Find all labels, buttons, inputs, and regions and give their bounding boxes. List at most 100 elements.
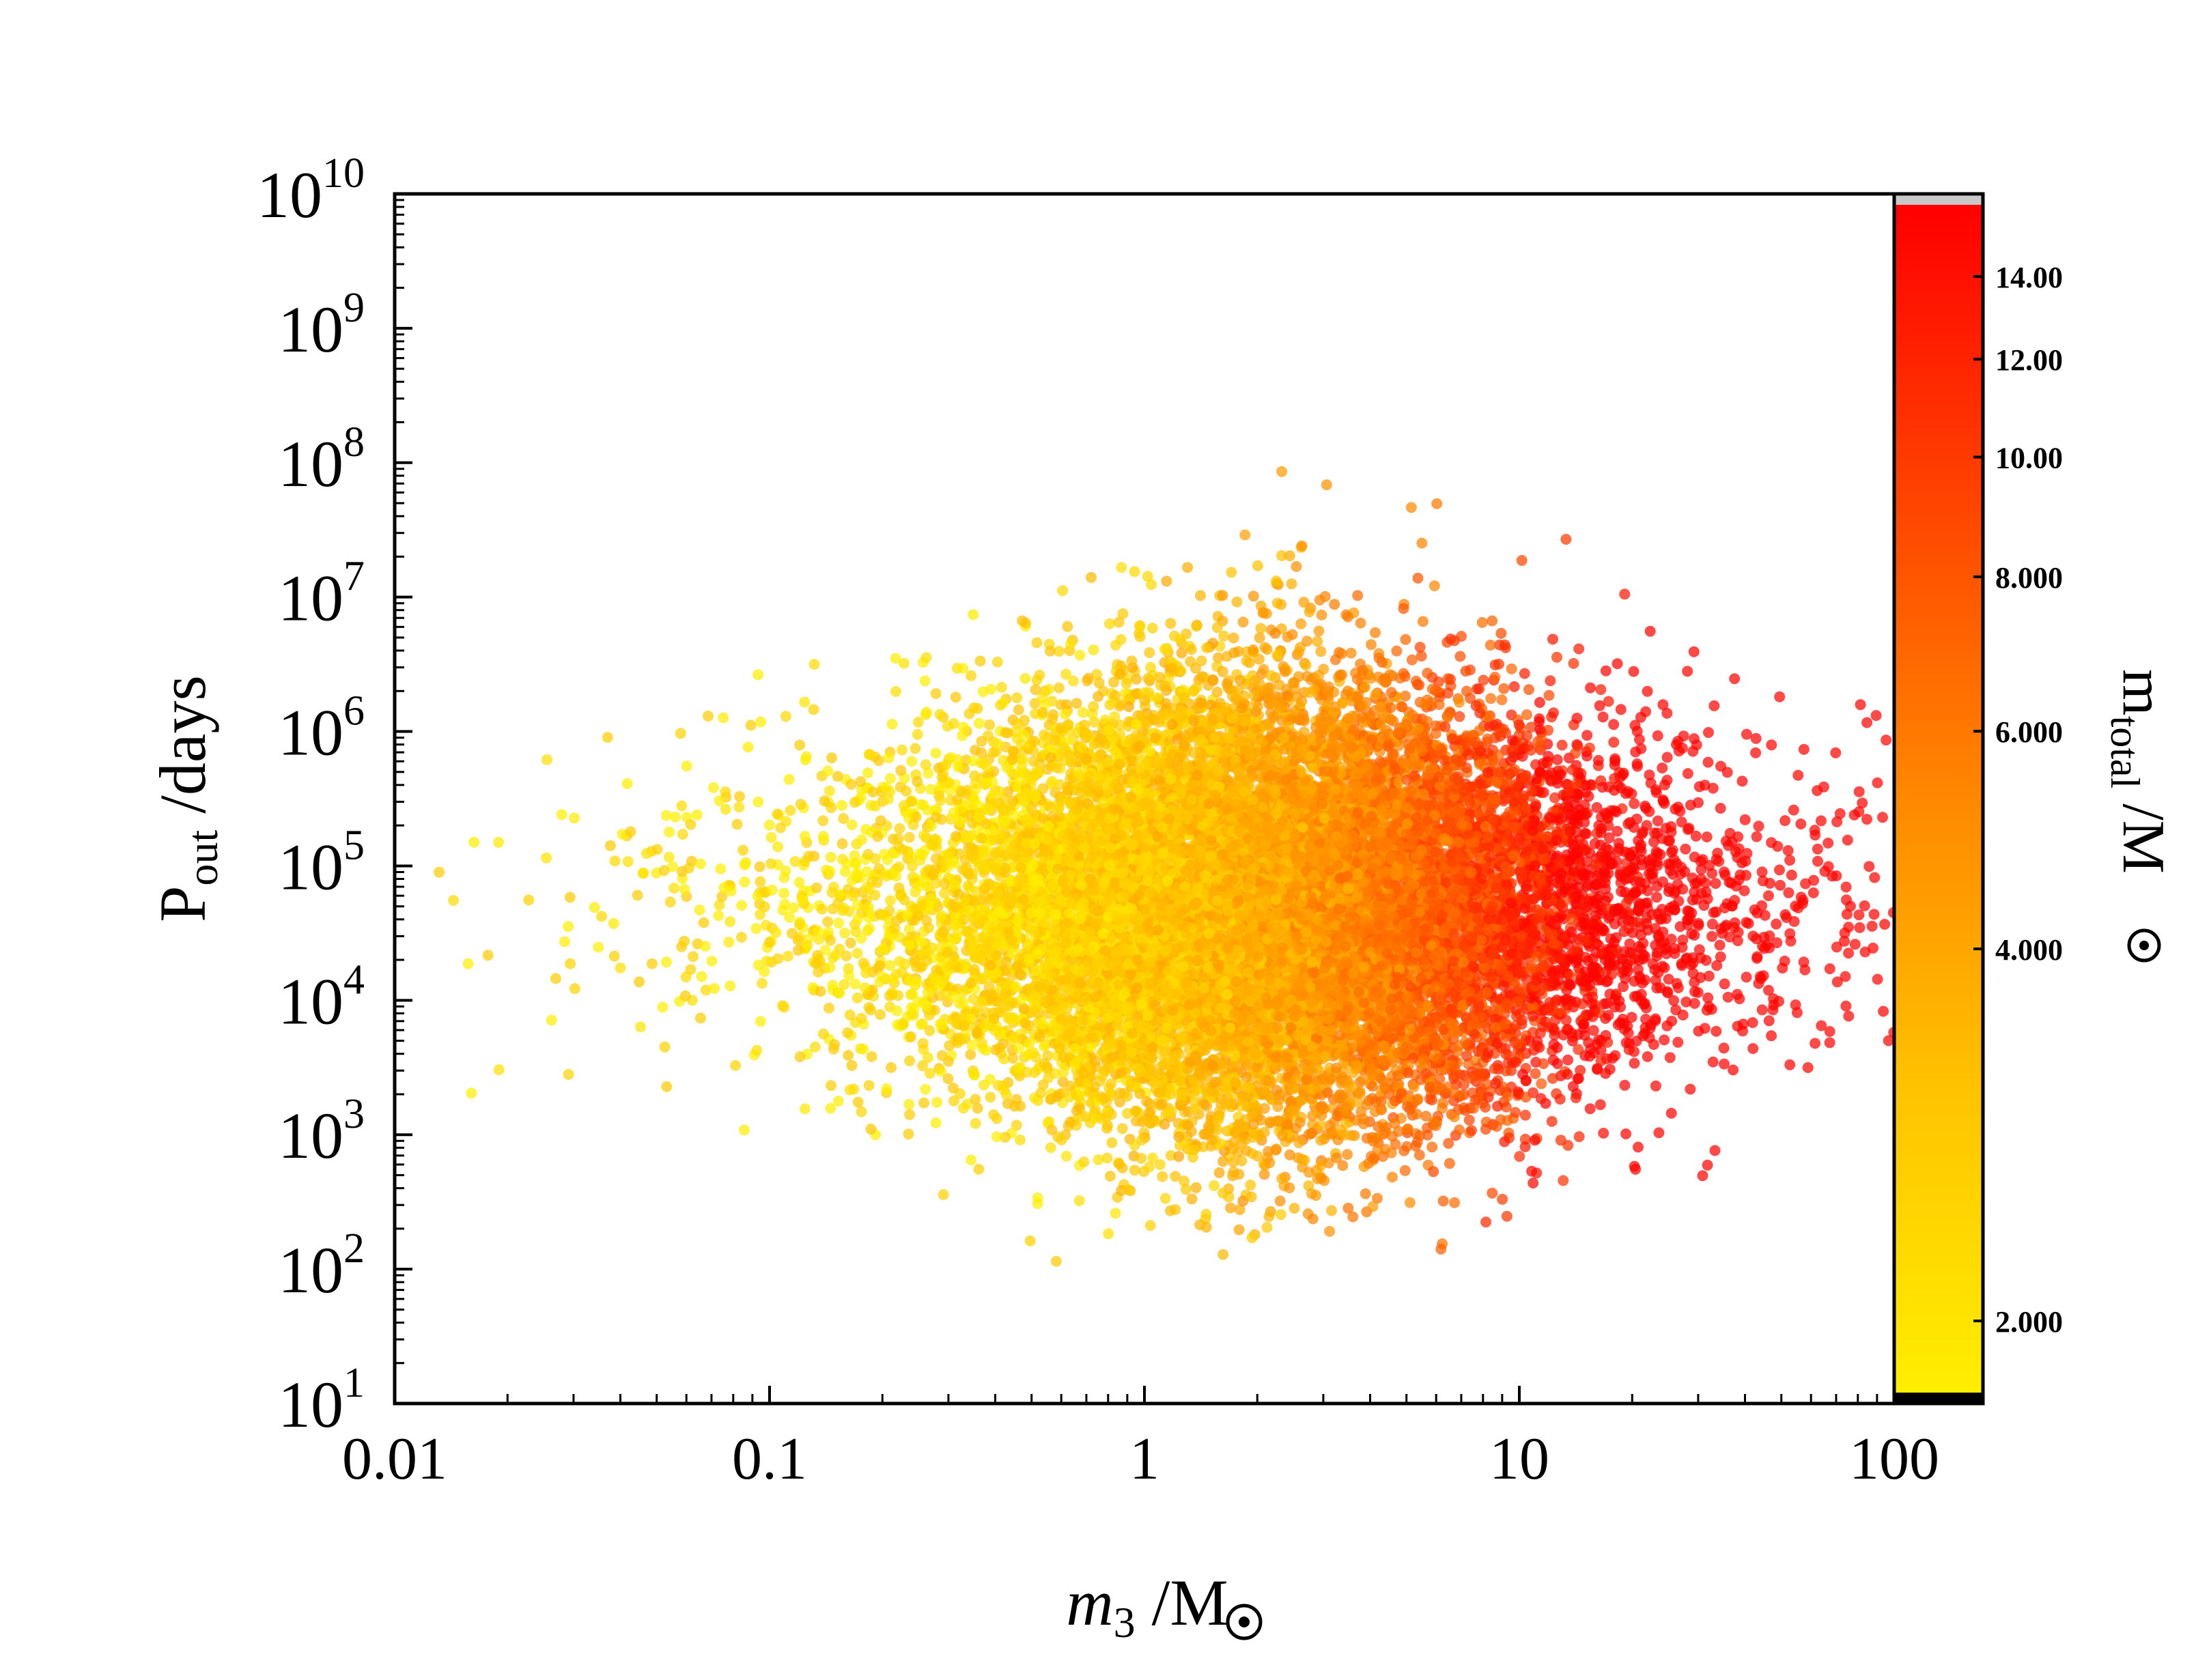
scatter-point: [973, 1163, 985, 1175]
scatter-point: [563, 921, 574, 932]
scatter-point: [1584, 1103, 1596, 1115]
scatter-point: [1562, 1054, 1574, 1066]
scatter-point: [1816, 815, 1827, 827]
scatter-point: [784, 911, 796, 923]
scatter-point: [1790, 999, 1801, 1010]
scatter-point: [556, 809, 567, 821]
scatter-point: [608, 917, 619, 929]
scatter-point: [1697, 1170, 1708, 1182]
scatter-point: [1454, 696, 1465, 708]
scatter-point: [1129, 566, 1140, 578]
scatter-point: [822, 916, 834, 928]
scatter-point: [1154, 1159, 1166, 1170]
scatter-point: [839, 927, 851, 939]
scatter-point: [745, 720, 757, 731]
scatter-point: [1810, 1038, 1821, 1049]
scatter-point: [780, 711, 791, 722]
scatter-point: [660, 810, 672, 821]
scatter-point: [965, 1049, 976, 1060]
scatter-point: [1129, 1165, 1140, 1176]
scatter-point: [714, 899, 725, 911]
scatter-point: [1853, 786, 1865, 797]
scatter-point: [1519, 668, 1530, 679]
scatter-point: [1661, 752, 1673, 763]
scatter-point: [1618, 981, 1629, 993]
scatter-point: [1722, 991, 1734, 1003]
scatter-point: [713, 910, 724, 922]
scatter-point: [1355, 617, 1366, 629]
scatter-point: [1750, 747, 1762, 758]
scatter-point: [1370, 627, 1381, 638]
scatter-point: [1657, 699, 1669, 711]
scatter-point: [856, 1106, 867, 1117]
scatter-point: [1554, 1094, 1566, 1105]
scatter-point: [1543, 724, 1554, 736]
scatter-point: [1672, 1036, 1684, 1048]
scatter-point: [1710, 878, 1721, 889]
scatter-point: [1228, 632, 1239, 644]
scatter-point: [1209, 1180, 1220, 1191]
scatter-point: [794, 739, 806, 751]
scatter-point: [1144, 1220, 1156, 1231]
scatter-point: [1062, 621, 1073, 632]
scatter-point: [632, 889, 643, 901]
scatter-point: [1872, 777, 1883, 788]
scatter-point: [917, 1060, 929, 1072]
scatter-point: [836, 799, 847, 811]
scatter-point: [1560, 1014, 1572, 1026]
scatter-point: [1831, 976, 1843, 988]
scatter-point: [1116, 562, 1127, 573]
scatter-point: [546, 1014, 557, 1026]
scatter-point: [755, 716, 767, 728]
scatter-point: [1843, 948, 1855, 959]
scatter-point: [1321, 479, 1332, 491]
scatter-point: [664, 896, 676, 908]
scatter-point: [1703, 727, 1714, 738]
scatter-point: [448, 895, 460, 906]
scatter-point: [1741, 917, 1752, 928]
scatter-point: [1877, 812, 1888, 823]
scatter-point: [634, 976, 645, 988]
scatter-point: [646, 958, 658, 969]
scatter-point: [1682, 666, 1693, 677]
scatter-point: [1558, 1175, 1569, 1186]
scatter-point: [1165, 618, 1177, 629]
scatter-point: [622, 856, 634, 868]
scatter-point: [563, 1068, 574, 1080]
scatter-point: [1157, 1171, 1168, 1182]
scatter-point: [1500, 642, 1511, 653]
scatter-point: [920, 1083, 931, 1095]
scatter-point: [1714, 939, 1726, 951]
scatter-point: [1664, 1052, 1676, 1064]
scatter-point: [930, 688, 942, 699]
scatter-point: [1786, 869, 1797, 881]
scatter-point: [718, 712, 729, 724]
scatter-point: [1213, 1167, 1225, 1178]
scatter-point: [1719, 866, 1730, 878]
scatter-point: [1689, 733, 1700, 745]
scatter-point: [968, 609, 979, 621]
scatter-point: [755, 876, 766, 887]
scatter-point: [1573, 643, 1585, 655]
scatter-point: [825, 851, 836, 863]
scatter-point: [660, 956, 672, 968]
scatter-point: [596, 911, 608, 922]
scatter-points: [434, 466, 1894, 1267]
scatter-point: [1711, 960, 1723, 971]
scatter-point: [1551, 651, 1562, 663]
scatter-point: [1480, 1101, 1491, 1113]
scatter-point: [730, 1059, 742, 1071]
scatter-point: [1651, 892, 1663, 903]
scatter-point: [733, 801, 745, 813]
scatter-point: [1626, 788, 1637, 799]
scatter-point: [1060, 699, 1072, 711]
scatter-point: [752, 669, 764, 681]
scatter-point: [1157, 1098, 1168, 1109]
scatter-point: [1523, 684, 1534, 696]
scatter-point: [800, 754, 811, 766]
scatter-point: [1078, 707, 1088, 718]
scatter-point: [1263, 1211, 1275, 1222]
scatter-point: [1417, 616, 1428, 627]
scatter-point: [1103, 618, 1115, 629]
